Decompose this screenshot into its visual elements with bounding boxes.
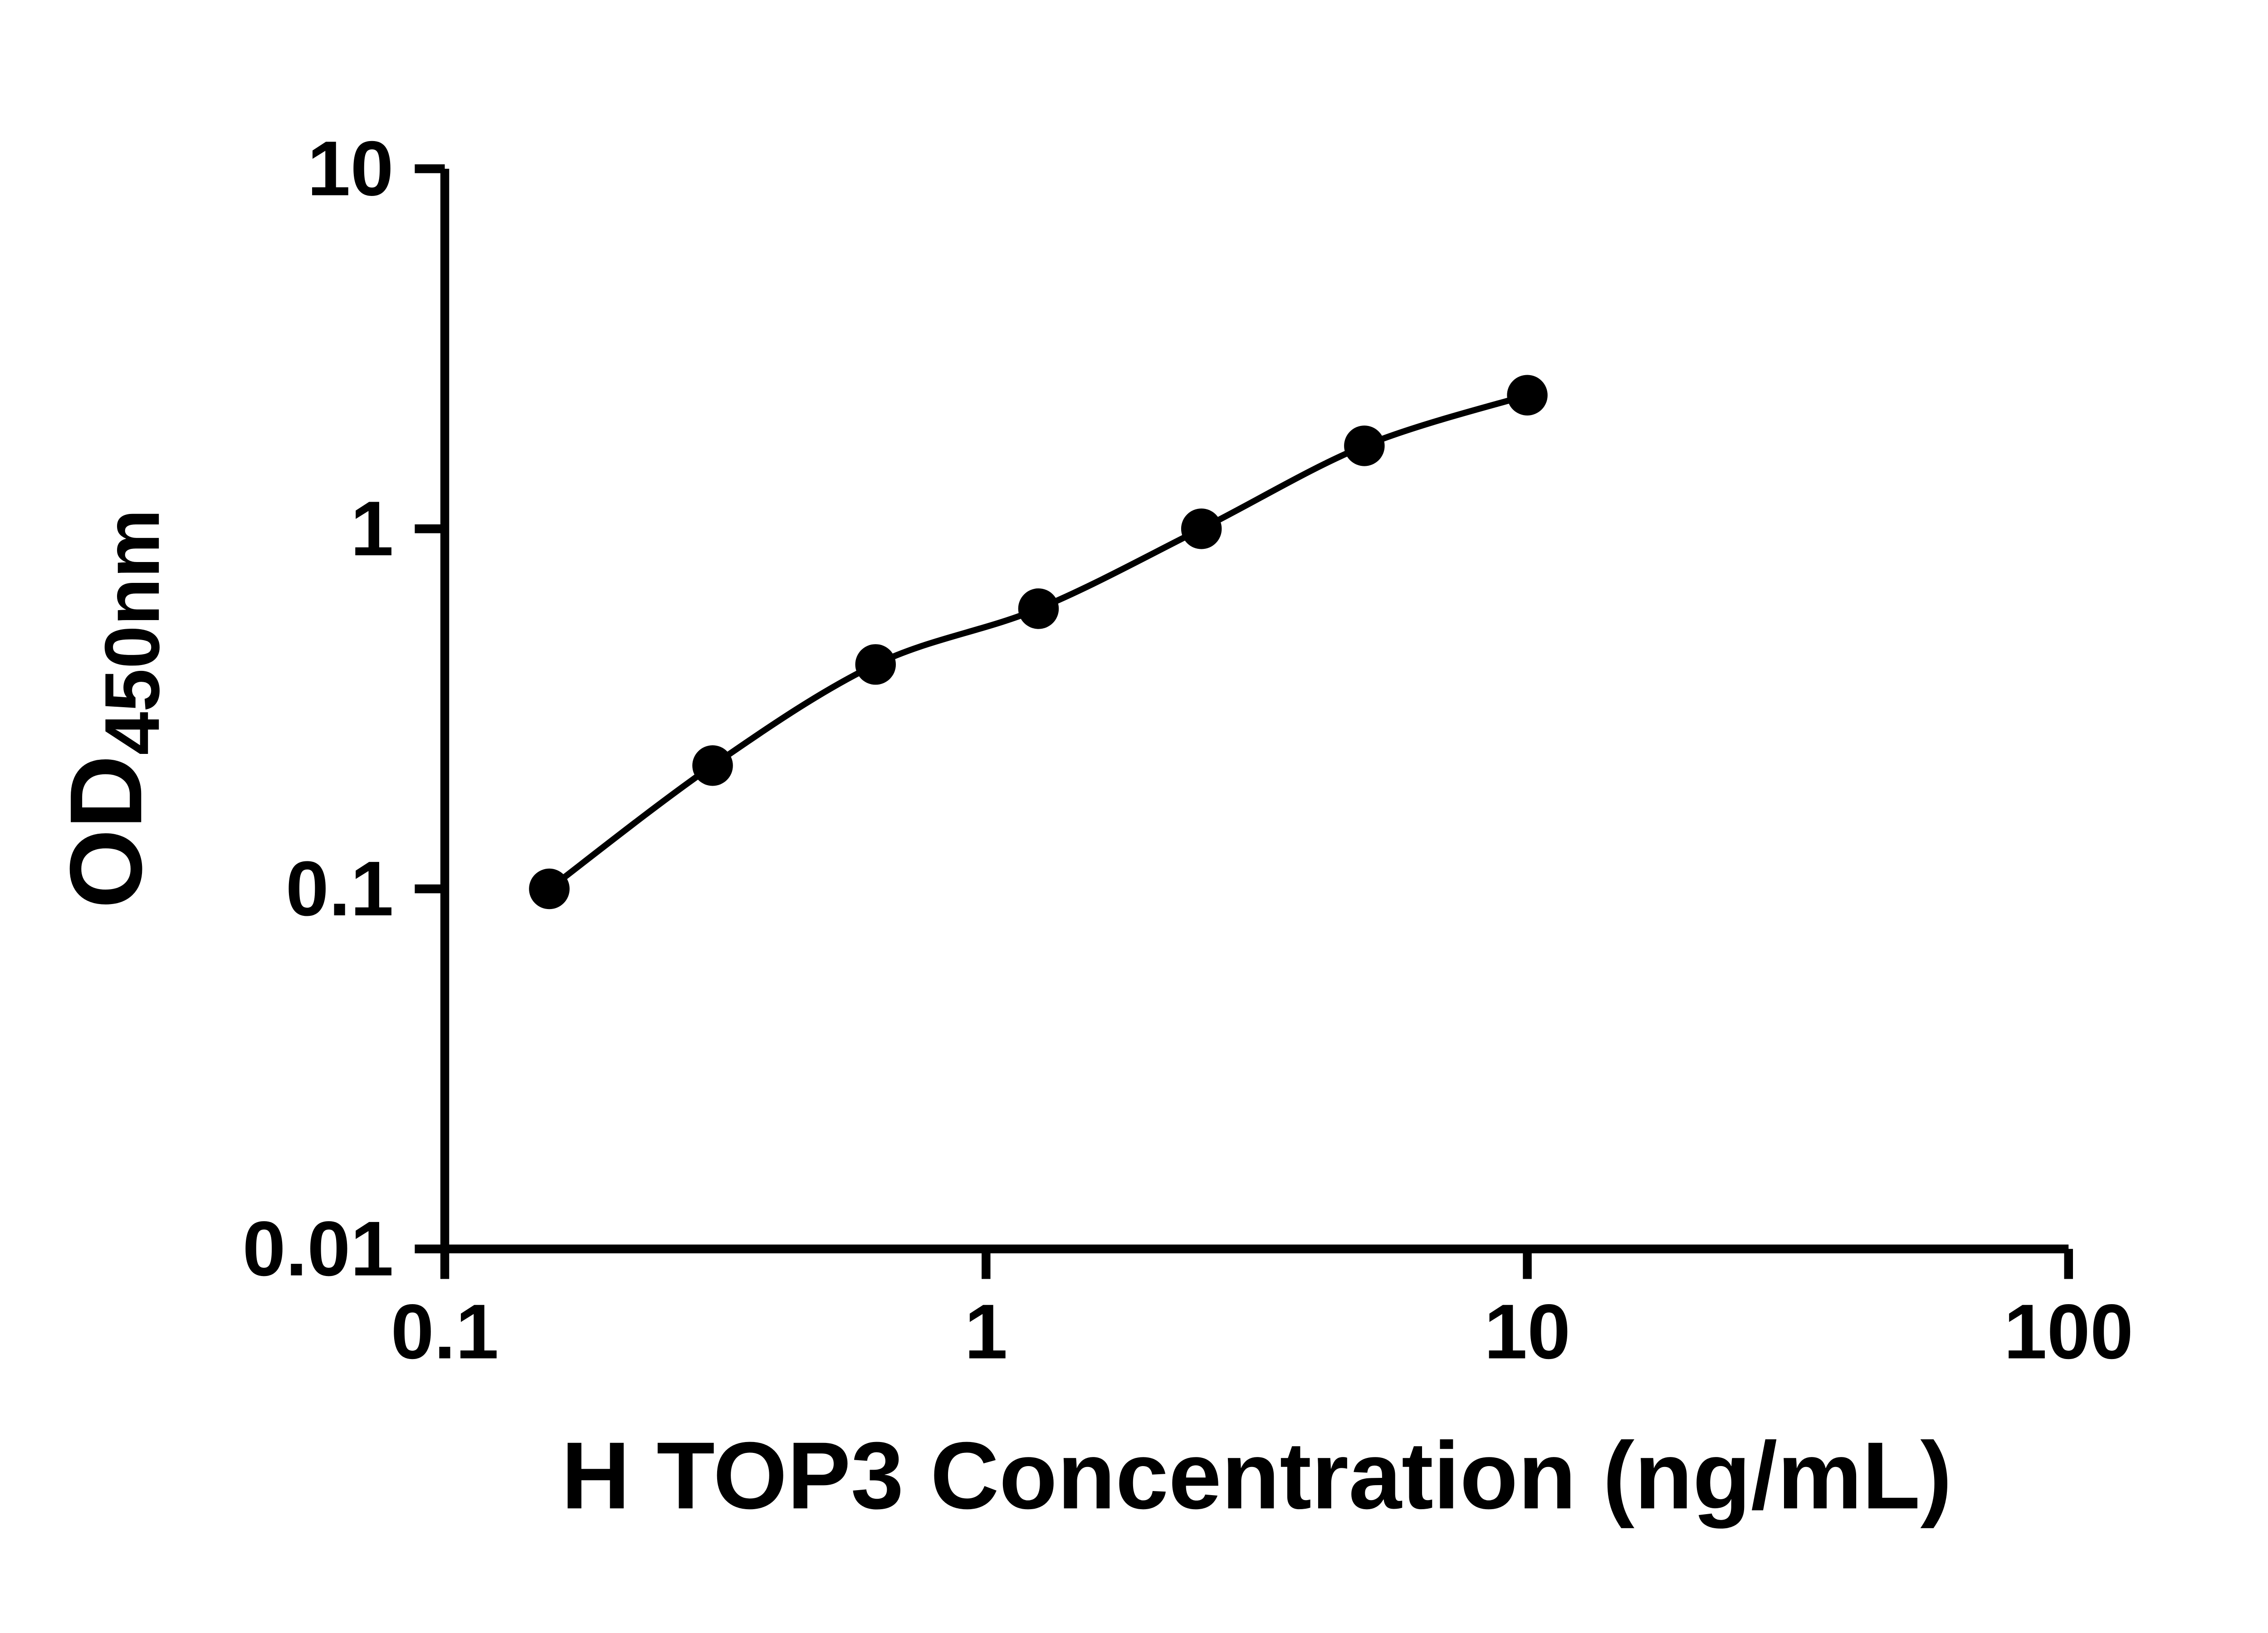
data-point [855, 644, 896, 685]
x-tick-label: 100 [2004, 1289, 2133, 1375]
y-tick-label: 1 [350, 485, 393, 572]
data-point [529, 868, 570, 909]
x-tick-label: 1 [964, 1289, 1007, 1375]
y-tick-label: 0.01 [243, 1206, 394, 1292]
x-tick-label: 10 [1484, 1289, 1570, 1375]
fit-curve [547, 392, 1529, 891]
x-tick-label: 0.1 [391, 1289, 499, 1375]
y-axis-title: OD450nm [49, 509, 176, 909]
y-tick-label: 0.1 [286, 846, 394, 932]
y-tick-label: 10 [307, 125, 393, 212]
y-axis-title-main: OD [49, 755, 163, 909]
y-axis-title-subscript: 450nm [89, 509, 176, 755]
x-axis-title: H TOP3 Concentration (ng/mL) [561, 1422, 1952, 1529]
data-point [1018, 588, 1059, 629]
data-point [692, 745, 733, 786]
data-point [1344, 425, 1385, 466]
data-point [1507, 375, 1548, 416]
data-point [1181, 508, 1222, 549]
